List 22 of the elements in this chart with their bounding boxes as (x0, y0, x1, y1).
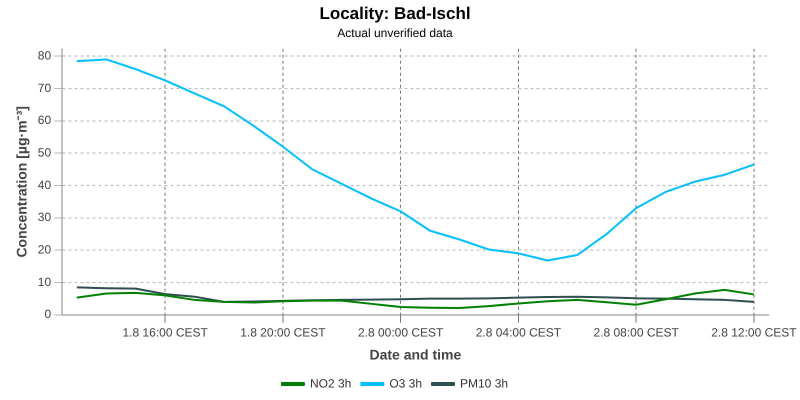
legend-label: O3 3h (389, 376, 422, 390)
y-tick-label: 20 (38, 242, 52, 256)
y-tick-label: 80 (38, 48, 52, 63)
x-tick-label: 2.8 08:00 CEST (593, 325, 680, 340)
y-axis-title: Concentration [µg·m⁻³] (13, 106, 30, 258)
y-tick-label: 30 (38, 210, 52, 224)
y-tick-label: 70 (38, 80, 52, 95)
x-tick-label: 2.8 00:00 CEST (358, 325, 444, 340)
legend-label: NO2 3h (310, 376, 352, 390)
chart-subtitle: Actual unverified data (337, 26, 454, 40)
y-tick-label: 60 (38, 113, 52, 128)
y-tick-label: 50 (38, 146, 52, 160)
x-tick-label: 2.8 12:00 CEST (711, 325, 798, 340)
x-tick-label: 1.8 16:00 CEST (122, 325, 209, 340)
y-tick-label: 40 (38, 178, 52, 192)
y-tick-label: 10 (38, 274, 52, 289)
chart-title: Locality: Bad-Ischl (319, 4, 471, 23)
legend-label: PM10 3h (460, 376, 508, 390)
x-tick-label: 1.8 20:00 CEST (240, 325, 326, 340)
x-tick-label: 2.8 04:00 CEST (476, 325, 562, 340)
x-axis-title: Date and time (369, 346, 462, 362)
y-tick-label: 0 (44, 307, 52, 322)
